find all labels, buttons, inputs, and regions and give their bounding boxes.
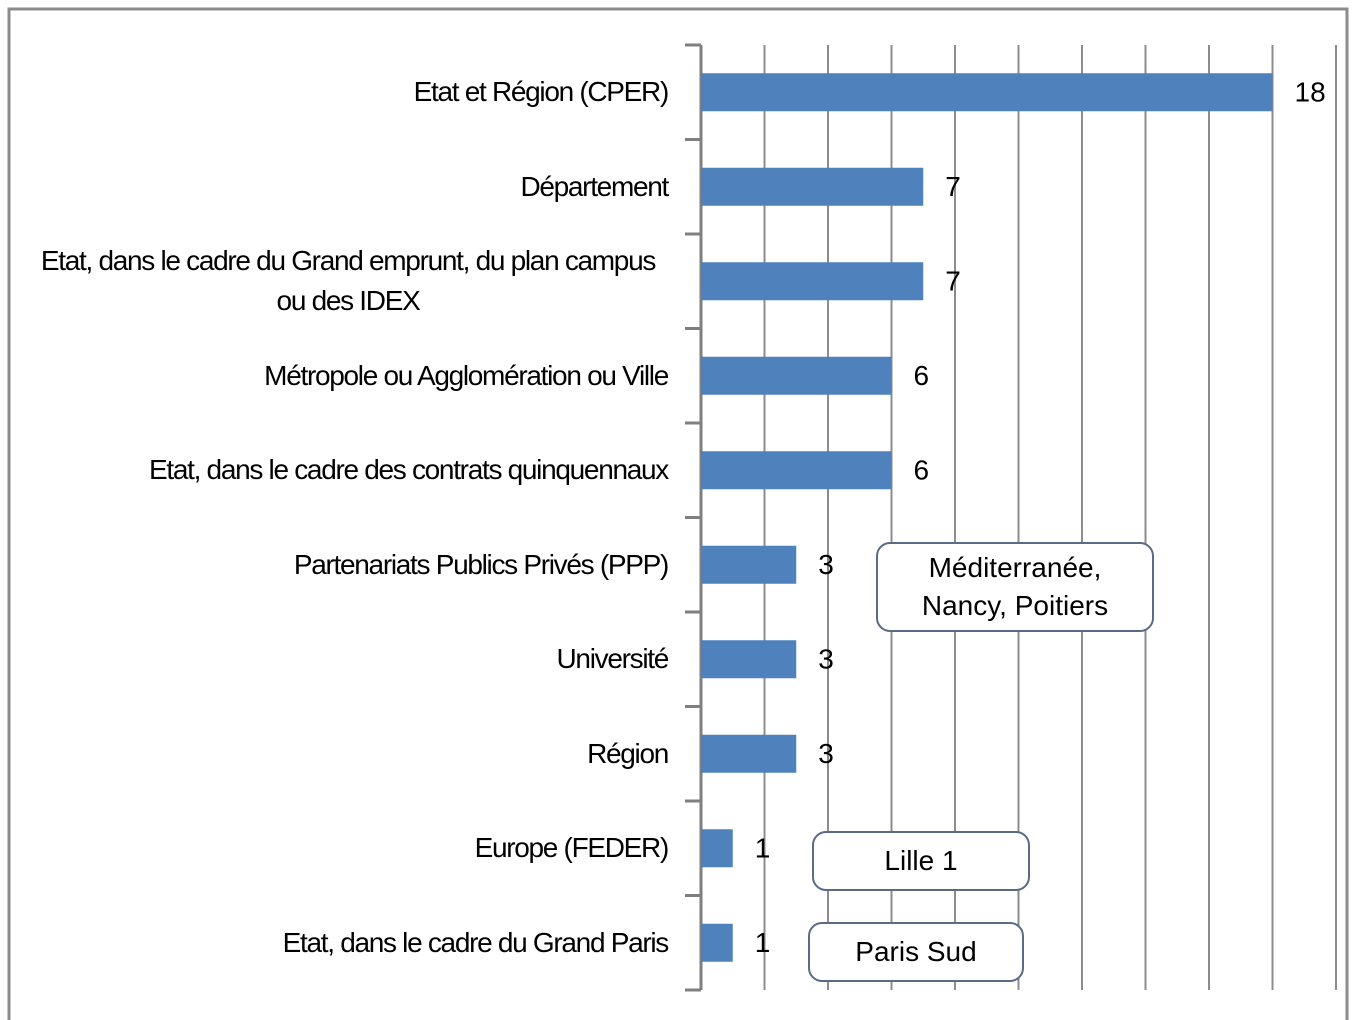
y-tick-label: Partenariats Publics Privés (PPP) bbox=[293, 548, 669, 580]
bar bbox=[701, 73, 1273, 112]
value-label: 7 bbox=[945, 266, 961, 297]
bar bbox=[701, 829, 733, 868]
y-tick-label: Etat, dans le cadre des contrats quinque… bbox=[148, 454, 669, 486]
y-tick-label: Europe (FEDER) bbox=[474, 832, 670, 864]
value-label: 3 bbox=[818, 549, 834, 580]
bar bbox=[701, 167, 924, 206]
bar bbox=[701, 451, 892, 490]
annotation: Lille 1 bbox=[812, 831, 1030, 891]
y-tick-label: Etat, dans le cadre du Grand emprunt, du… bbox=[40, 245, 656, 317]
value-label: 6 bbox=[914, 360, 930, 391]
value-label: 3 bbox=[818, 644, 834, 675]
y-tick-label: Etat et Région (CPER) bbox=[413, 76, 670, 108]
bar bbox=[701, 262, 924, 301]
value-label: 6 bbox=[914, 455, 930, 486]
value-label: 7 bbox=[945, 171, 961, 202]
value-label: 3 bbox=[818, 738, 834, 769]
y-tick-label: Région bbox=[587, 737, 669, 769]
y-tick-label: Département bbox=[520, 170, 669, 202]
y-tick-label: Etat, dans le cadre du Grand Paris bbox=[282, 926, 670, 958]
annotation: Paris Sud bbox=[808, 922, 1024, 982]
value-label: 1 bbox=[755, 833, 771, 864]
value-label: 18 bbox=[1295, 77, 1326, 108]
frame bbox=[7, 7, 1349, 1020]
y-tick-label: Université bbox=[556, 643, 670, 675]
annotation: Méditerranée, Nancy, Poitiers bbox=[876, 542, 1154, 632]
bar bbox=[701, 356, 892, 395]
bar bbox=[701, 923, 733, 962]
bar bbox=[701, 734, 797, 773]
y-tick-label: Métropole ou Agglomération ou Ville bbox=[264, 359, 669, 391]
bar bbox=[701, 640, 797, 679]
value-label: 1 bbox=[755, 927, 771, 958]
bar bbox=[701, 545, 797, 584]
